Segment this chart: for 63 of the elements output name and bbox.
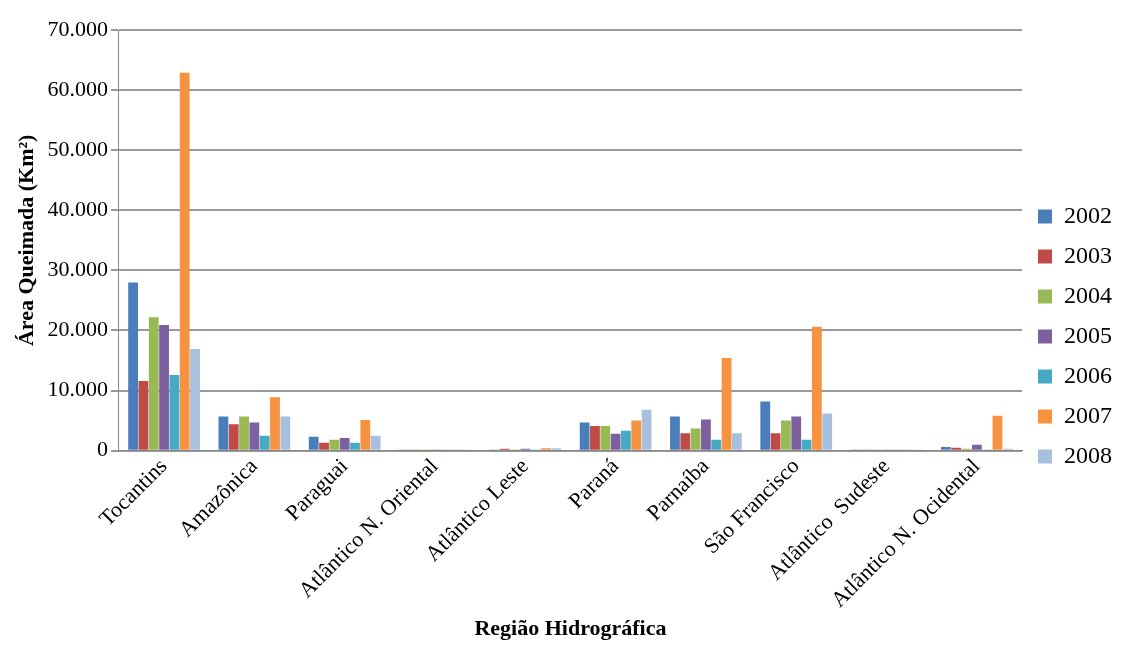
bar [249, 422, 260, 450]
y-tick-label: 10.000 [47, 376, 108, 402]
bar [781, 420, 791, 450]
bar [329, 439, 340, 450]
bar [270, 397, 280, 450]
bar [951, 447, 962, 450]
bar [148, 317, 159, 450]
bar [169, 374, 180, 450]
bar [711, 439, 722, 450]
bar [811, 326, 822, 450]
bar [179, 72, 190, 450]
legend-label: 2008 [1064, 441, 1112, 468]
bar [138, 380, 149, 450]
bar [308, 436, 319, 450]
bar [801, 439, 812, 450]
bar [701, 419, 711, 450]
bar [239, 416, 249, 450]
y-axis-title: Área Queimada (Km²) [12, 134, 38, 347]
bar [791, 416, 802, 450]
bar [370, 435, 381, 450]
y-tick-label: 20.000 [47, 316, 108, 342]
bar [680, 433, 691, 450]
bar [339, 438, 350, 450]
y-tick-label: 30.000 [47, 256, 108, 282]
y-tick-label: 50.000 [47, 135, 108, 161]
bar [280, 416, 291, 450]
legend-label: 2002 [1064, 201, 1112, 228]
bar [259, 435, 270, 450]
bar [218, 416, 229, 450]
bar [360, 420, 371, 450]
bar [621, 430, 631, 450]
bar [600, 426, 611, 450]
bar [731, 433, 742, 450]
bar [670, 416, 680, 450]
bar [319, 442, 329, 450]
y-tick-label: 60.000 [47, 75, 108, 101]
bar [631, 420, 642, 450]
bar [721, 358, 732, 450]
bar [760, 401, 771, 450]
bar [822, 413, 833, 450]
bar [610, 433, 621, 450]
legend-label: 2003 [1064, 241, 1112, 268]
bar [992, 415, 1003, 450]
y-tick-label: 0 [96, 436, 108, 462]
bar [770, 433, 781, 450]
bar [350, 442, 360, 450]
bar [128, 282, 138, 450]
x-axis-title: Região Hidrográfica [474, 615, 667, 641]
bar [159, 325, 169, 450]
legend-label: 2006 [1064, 361, 1112, 388]
bar [190, 349, 200, 450]
y-tick-label: 70.000 [47, 15, 108, 41]
legend-label: 2005 [1064, 321, 1112, 348]
bar [690, 428, 701, 450]
legend-label: 2007 [1064, 401, 1112, 428]
bar [940, 447, 951, 450]
bar [641, 409, 652, 450]
bar [590, 426, 600, 450]
legend-label: 2004 [1064, 281, 1112, 308]
y-tick-label: 40.000 [47, 196, 108, 222]
bar [579, 422, 590, 450]
bar [971, 444, 982, 450]
bar [228, 424, 239, 450]
